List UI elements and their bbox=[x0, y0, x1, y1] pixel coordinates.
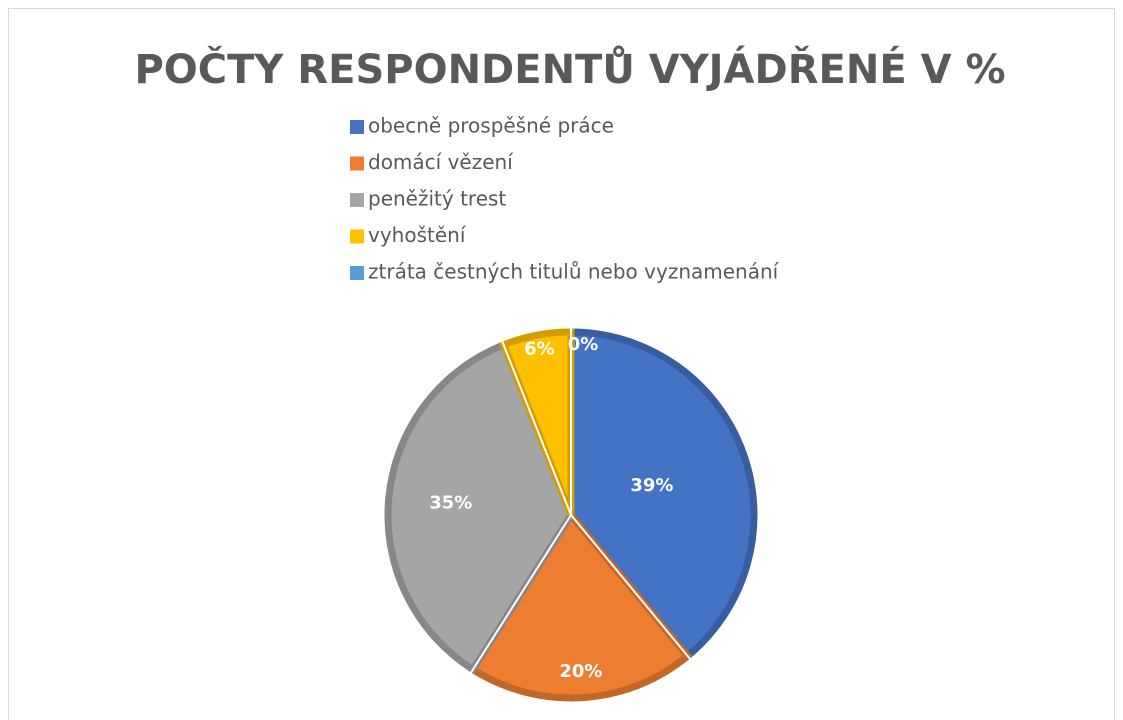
legend-swatch bbox=[350, 193, 364, 207]
data-label: 39% bbox=[630, 475, 673, 496]
pie-slice bbox=[384, 340, 575, 675]
data-label: 35% bbox=[429, 493, 472, 514]
legend-swatch bbox=[350, 156, 364, 171]
data-label: 20% bbox=[559, 661, 602, 682]
legend-label: vyhoštění bbox=[368, 223, 467, 247]
legend-label: ztráta čestných titulů nebo vyznamenání bbox=[368, 260, 780, 284]
data-label: 6% bbox=[524, 339, 555, 360]
slice-separator bbox=[570, 514, 691, 660]
legend-label: obecně prospěšné práce bbox=[368, 114, 614, 138]
legend-label: peněžitý trest bbox=[368, 187, 506, 211]
slice-separator bbox=[469, 514, 572, 674]
slice-separator bbox=[501, 340, 572, 516]
data-label: 0% bbox=[568, 334, 599, 355]
legend-swatch bbox=[350, 229, 364, 244]
chart-title: POČTY RESPONDENTŮ VYJÁDŘENÉ V % bbox=[134, 44, 1005, 93]
legend-swatch bbox=[350, 120, 364, 134]
pie-slice bbox=[567, 328, 758, 661]
legend-label: domácí vězení bbox=[368, 150, 514, 174]
pie-slice bbox=[468, 509, 693, 702]
legend-swatch bbox=[350, 266, 364, 280]
